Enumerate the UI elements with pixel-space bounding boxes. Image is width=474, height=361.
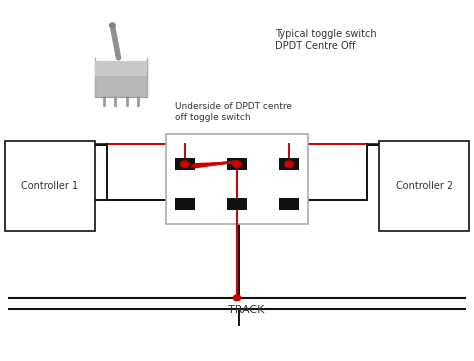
Circle shape: [181, 161, 189, 168]
Text: Controller 2: Controller 2: [396, 181, 453, 191]
Bar: [279, 158, 299, 170]
Bar: [95, 61, 147, 97]
Bar: [95, 61, 147, 76]
Text: Typical toggle switch
DPDT Centre Off: Typical toggle switch DPDT Centre Off: [275, 29, 376, 51]
Circle shape: [109, 23, 115, 27]
Text: Underside of DPDT centre
off toggle switch: Underside of DPDT centre off toggle swit…: [175, 102, 292, 122]
Bar: [227, 198, 247, 210]
Bar: [175, 198, 195, 210]
Bar: [166, 134, 308, 224]
Bar: [379, 141, 469, 231]
Bar: [227, 158, 247, 170]
Text: Controller 1: Controller 1: [21, 181, 78, 191]
Circle shape: [285, 161, 293, 168]
Bar: [279, 198, 299, 210]
Circle shape: [233, 161, 241, 168]
Bar: [5, 141, 95, 231]
Circle shape: [233, 295, 241, 301]
Bar: [175, 158, 195, 170]
Text: TRACK: TRACK: [228, 305, 264, 315]
